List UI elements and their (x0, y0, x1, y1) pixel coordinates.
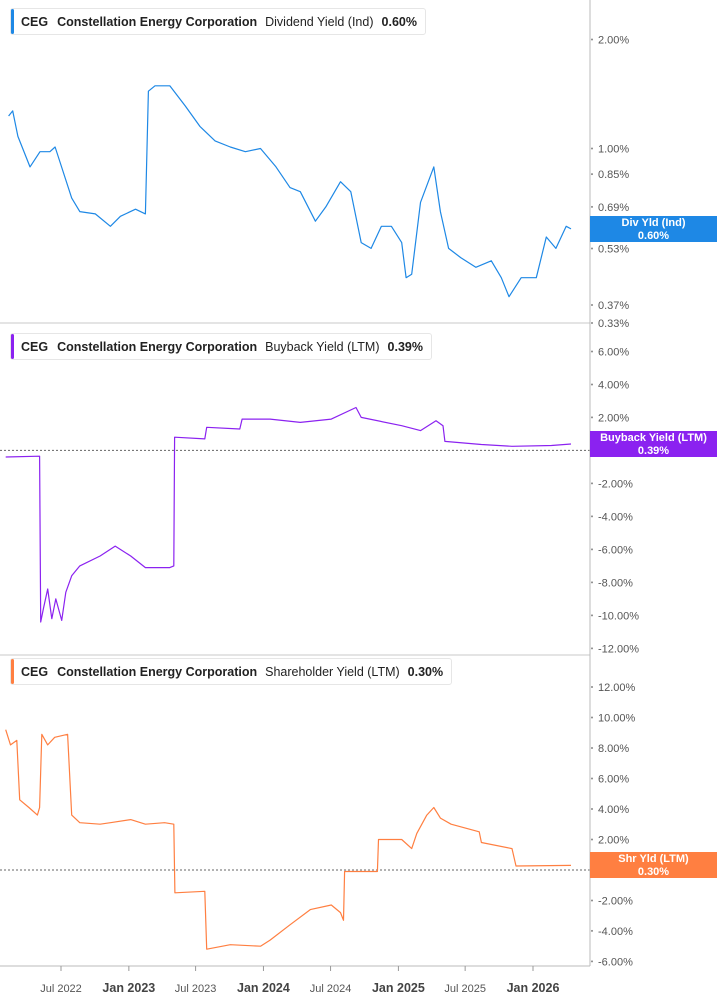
y-tick-mark (591, 929, 593, 932)
y-tick-mark (591, 247, 593, 250)
y-tick-mark (591, 899, 593, 902)
series-line-dividend-yield-ind- (8, 85, 572, 298)
badge-value: 0.60% (637, 229, 670, 242)
y-tick-mark (591, 838, 593, 841)
x-tick-label: Jan 2024 (237, 981, 290, 995)
y-tick-label: 2.00% (598, 34, 629, 46)
y-tick-label: 4.00% (598, 804, 629, 816)
legend-shareholder-yield: CEG Constellation Energy Corporation Sha… (10, 658, 453, 685)
y-tick-mark (591, 716, 593, 719)
legend-ticker: CEG (21, 664, 49, 679)
y-tick-label: 4.00% (598, 379, 629, 391)
y-tick-label: 6.00% (598, 773, 629, 785)
badge-value: 0.30% (637, 865, 670, 878)
y-tick-mark (591, 581, 593, 584)
legend-value: 0.60% (381, 14, 417, 29)
x-tick-label: Jan 2023 (102, 981, 155, 995)
y-tick-label: -8.00% (598, 577, 633, 589)
y-tick-label: 0.53% (598, 243, 629, 255)
current-value-badge-dividend: Div Yld (Ind) 0.60% (590, 216, 717, 242)
y-tick-label: 2.00% (598, 412, 629, 424)
y-tick-mark (591, 38, 593, 41)
x-tick-label: Jul 2024 (310, 983, 352, 995)
y-tick-mark (591, 205, 593, 208)
y-tick-mark (591, 807, 593, 810)
legend-company: Constellation Energy Corporation (57, 664, 258, 679)
legend-company: Constellation Energy Corporation (57, 339, 258, 354)
y-tick-mark (591, 686, 593, 689)
y-tick-mark (591, 173, 593, 176)
badge-label: Shr Yld (LTM) (618, 853, 689, 865)
legend-company: Constellation Energy Corporation (57, 14, 258, 29)
y-tick-mark (591, 303, 593, 306)
y-tick-label: 2.00% (598, 834, 629, 846)
y-tick-label: 0.85% (598, 169, 629, 181)
y-tick-mark (591, 416, 593, 419)
series-line-shareholder-yield-ltm- (5, 729, 572, 950)
legend-buyback-yield: CEG Constellation Energy Corporation Buy… (10, 333, 432, 360)
y-tick-label: 8.00% (598, 743, 629, 755)
y-tick-label: 1.00% (598, 144, 629, 156)
x-tick-label: Jan 2025 (372, 981, 425, 995)
panel-2: 12.00%10.00%8.00%6.00%4.00%2.00%0.00%-2.… (0, 682, 636, 968)
legend-value: 0.30% (407, 664, 444, 679)
current-value-badge-buyback: Buyback Yield (LTM) 0.39% (590, 431, 717, 457)
y-tick-label: 0.33% (598, 318, 629, 330)
y-tick-mark (591, 548, 593, 551)
y-tick-label: -4.00% (598, 926, 633, 938)
legend-color-bar (11, 9, 14, 34)
legend-ticker: CEG (21, 339, 49, 354)
y-tick-mark (591, 614, 593, 617)
badge-label: Buyback Yield (LTM) (600, 432, 707, 444)
legend-ticker: CEG (21, 14, 49, 29)
y-tick-mark (591, 647, 593, 650)
y-tick-label: -2.00% (598, 895, 633, 907)
y-tick-mark (591, 350, 593, 353)
legend-dividend-yield: CEG Constellation Energy Corporation Div… (10, 8, 426, 35)
y-tick-label: 10.00% (598, 713, 636, 725)
y-tick-label: -6.00% (598, 956, 633, 968)
y-tick-label: 0.69% (598, 202, 629, 214)
y-tick-label: -6.00% (598, 544, 633, 556)
legend-metric: Dividend Yield (Ind) (265, 14, 374, 29)
y-tick-mark (591, 960, 593, 963)
badge-label: Div Yld (Ind) (621, 217, 686, 229)
y-tick-mark (591, 322, 593, 324)
legend-color-bar (11, 334, 14, 359)
series-line-buyback-yield-ltm- (5, 406, 572, 623)
y-tick-label: -4.00% (598, 511, 633, 523)
y-tick-label: 6.00% (598, 346, 629, 358)
y-tick-mark (591, 482, 593, 485)
x-tick-label: Jul 2025 (444, 983, 486, 995)
y-tick-mark (591, 515, 593, 518)
y-tick-mark (591, 777, 593, 780)
x-tick-label: Jul 2022 (40, 983, 82, 995)
y-tick-mark (591, 147, 593, 150)
y-tick-label: 12.00% (598, 682, 636, 694)
legend-metric: Buyback Yield (LTM) (265, 339, 380, 354)
panel-0: 2.00% 1.00% 0.85% 0.69% 0.53% 0.37% 0.33% (0, 34, 629, 330)
y-tick-label: -2.00% (598, 478, 633, 490)
x-tick-label: Jan 2026 (507, 981, 560, 995)
legend-metric: Shareholder Yield (LTM) (265, 664, 400, 679)
legend-color-bar (11, 659, 14, 684)
y-tick-label: -10.00% (598, 610, 639, 622)
current-value-badge-shareholder: Shr Yld (LTM) 0.30% (590, 852, 717, 878)
y-tick-label: -12.00% (598, 643, 639, 655)
legend-value: 0.39% (387, 339, 423, 354)
y-tick-label: 0.37% (598, 300, 629, 312)
panel-1: 6.00%4.00%2.00%0.00%-2.00%-4.00%-6.00%-8… (0, 346, 639, 656)
x-tick-label: Jul 2023 (175, 983, 217, 995)
y-tick-mark (591, 383, 593, 386)
badge-value: 0.39% (637, 444, 670, 457)
y-tick-mark (591, 746, 593, 749)
